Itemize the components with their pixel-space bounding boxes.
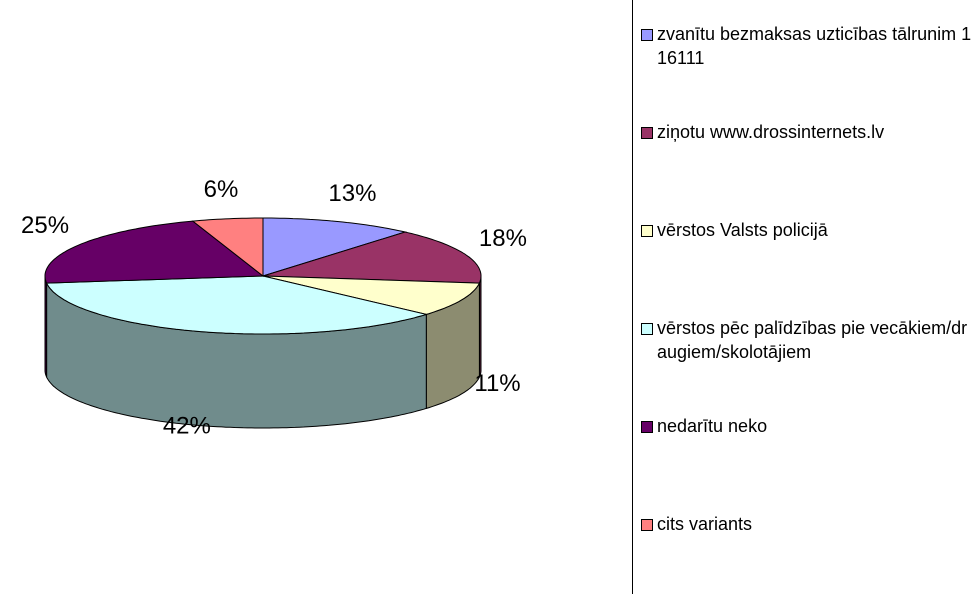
- data-label: 11%: [474, 370, 520, 397]
- legend-label: vērstos Valsts policijā: [657, 220, 828, 240]
- pie-slice: [262, 231, 482, 284]
- pie-slice: [262, 217, 408, 277]
- legend-item: cits variants: [641, 512, 977, 536]
- data-label: 42%: [163, 413, 211, 440]
- legend-item: vērstos Valsts policijā: [641, 218, 977, 242]
- legend-swatch: [641, 127, 653, 139]
- legend-label: zvanītu bezmaksas uzticības tālrunim 116…: [657, 24, 972, 68]
- pie-side: [44, 276, 48, 378]
- legend-label: vērstos pēc palīdzības pie vecākiem/drau…: [657, 318, 968, 362]
- legend-item: vērstos pēc palīdzības pie vecākiem/drau…: [641, 316, 977, 364]
- legend-swatch: [641, 421, 653, 433]
- legend-label: ziņotu www.drossinternets.lv: [657, 122, 885, 142]
- data-label: 6%: [204, 176, 239, 203]
- pie-slice: [262, 275, 481, 315]
- legend-item: ziņotu www.drossinternets.lv: [641, 120, 977, 144]
- pie-slice: [44, 220, 265, 284]
- legend-item: zvanītu bezmaksas uzticības tālrunim 116…: [641, 22, 977, 70]
- legend-label: nedarītu neko: [657, 416, 768, 436]
- data-label: 18%: [479, 225, 527, 252]
- legend-label: cits variants: [657, 514, 753, 534]
- legend-swatch: [641, 225, 653, 237]
- legend-swatch: [641, 519, 653, 531]
- chart: 13% 18% 11% 42% 25% 6%: [21, 176, 527, 440]
- legend-item: nedarītu neko: [641, 414, 977, 438]
- legend-swatch: [641, 323, 653, 335]
- legend-swatch: [641, 29, 653, 41]
- data-label: 25%: [21, 212, 69, 239]
- pie-slice: [45, 275, 429, 335]
- pie-slice: [191, 217, 264, 278]
- legend: zvanītu bezmaksas uzticības tālrunim 116…: [632, 0, 978, 594]
- data-label: 13%: [328, 180, 376, 207]
